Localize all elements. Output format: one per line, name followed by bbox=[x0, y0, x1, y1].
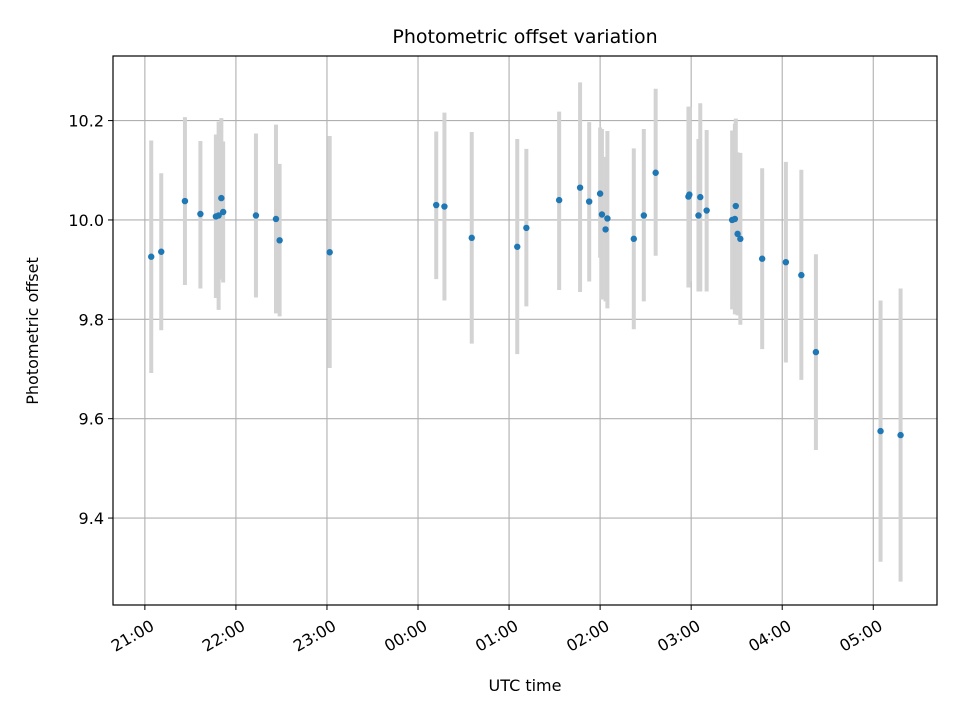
y-tick-label: 10.0 bbox=[68, 211, 104, 230]
data-point bbox=[630, 235, 638, 243]
data-point bbox=[148, 253, 155, 260]
y-axis-ticks: 9.4 9.6 9.8 10.0 10.2 bbox=[68, 112, 113, 528]
data-point bbox=[602, 226, 609, 233]
data-point bbox=[252, 212, 260, 219]
data-point bbox=[758, 255, 766, 262]
data-point bbox=[272, 215, 280, 223]
grid bbox=[113, 56, 937, 605]
data-point bbox=[782, 258, 790, 266]
data-point bbox=[703, 207, 710, 214]
data-point bbox=[555, 196, 563, 204]
data-point bbox=[468, 234, 475, 242]
y-tick-label: 9.4 bbox=[79, 509, 104, 528]
data-point bbox=[604, 215, 611, 222]
data-point bbox=[219, 208, 227, 216]
data-point bbox=[523, 224, 530, 232]
data-point bbox=[326, 249, 333, 256]
data-point bbox=[652, 169, 659, 176]
data-point bbox=[640, 212, 648, 219]
x-axis-label: UTC time bbox=[489, 676, 562, 695]
data-points bbox=[148, 169, 904, 439]
data-point bbox=[441, 203, 448, 210]
data-point bbox=[276, 237, 283, 244]
data-point bbox=[514, 243, 521, 250]
data-point bbox=[877, 427, 884, 435]
y-tick-label: 10.2 bbox=[68, 112, 104, 131]
data-point bbox=[695, 212, 702, 219]
data-point bbox=[585, 198, 593, 205]
data-point bbox=[598, 211, 606, 218]
data-point bbox=[812, 348, 820, 356]
data-point bbox=[433, 201, 440, 209]
data-point bbox=[798, 271, 805, 279]
data-point bbox=[197, 210, 204, 218]
data-point bbox=[215, 212, 222, 219]
data-point bbox=[218, 194, 225, 202]
data-point bbox=[686, 191, 693, 198]
plot-frame bbox=[112, 55, 938, 606]
data-point bbox=[734, 230, 741, 238]
y-tick-label: 9.8 bbox=[79, 310, 104, 329]
data-point bbox=[737, 235, 744, 243]
data-point bbox=[732, 202, 739, 210]
data-point bbox=[697, 193, 704, 201]
data-point bbox=[181, 197, 189, 205]
data-point bbox=[576, 184, 584, 191]
y-axis-label: Photometric offset bbox=[23, 257, 42, 405]
data-point bbox=[897, 431, 904, 439]
data-point bbox=[596, 190, 604, 197]
data-point bbox=[158, 248, 165, 255]
y-tick-label: 9.6 bbox=[79, 410, 104, 429]
data-point bbox=[731, 215, 739, 223]
chart-title: Photometric offset variation bbox=[392, 26, 657, 48]
